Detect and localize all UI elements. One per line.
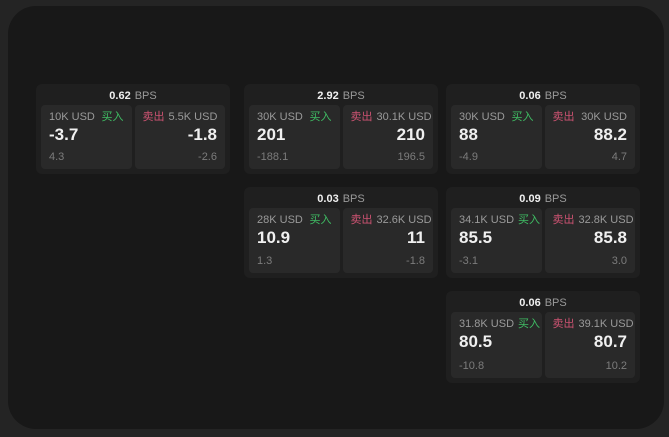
buy-tile[interactable]: 28K USD 买入 10.9 1.3 [249, 208, 340, 273]
sell-amount: 5.5K USD [168, 111, 218, 123]
sell-price: 11 [407, 228, 425, 247]
sell-amount: 30.1K USD [376, 111, 432, 123]
bps-value: 0.62 [109, 90, 131, 102]
bps-unit-label: BPS [544, 297, 567, 309]
sell-side-label: 卖出 [552, 318, 575, 330]
sell-price: 210 [396, 125, 425, 144]
buy-delta: 4.3 [49, 151, 65, 163]
bps-header: 0.06 BPS [451, 88, 635, 105]
buy-delta: 1.3 [257, 255, 273, 267]
bps-value: 0.06 [519, 297, 541, 309]
buy-amount: 30K USD [257, 111, 303, 123]
sell-tile[interactable]: 卖出 32.8K USD 85.8 3.0 [544, 208, 635, 273]
bps-header: 2.92 BPS [249, 88, 433, 105]
quote-card: 0.06 BPS 31.8K USD 买入 80.5 -10.8 卖出 39.1… [446, 291, 640, 383]
quote-card: 0.62 BPS 10K USD 买入 -3.7 4.3 卖出 5.5K USD… [36, 84, 230, 174]
sell-delta: 196.5 [397, 151, 425, 163]
sell-side-label: 卖出 [552, 111, 575, 123]
buy-side-label: 买入 [309, 111, 332, 123]
buy-amount: 28K USD [257, 214, 303, 226]
buy-price: 85.5 [459, 228, 493, 247]
buy-amount: 31.8K USD [459, 318, 515, 330]
sell-amount: 39.1K USD [578, 318, 634, 330]
quote-card: 0.03 BPS 28K USD 买入 10.9 1.3 卖出 32.6K US… [244, 187, 438, 278]
buy-side-label: 买入 [309, 214, 332, 226]
sell-delta: -1.8 [406, 255, 425, 267]
buy-delta: -188.1 [257, 151, 289, 163]
bps-unit-label: BPS [342, 90, 365, 102]
sell-price: 85.8 [593, 228, 627, 247]
buy-tile[interactable]: 10K USD 买入 -3.7 4.3 [41, 105, 132, 169]
quote-card: 0.09 BPS 34.1K USD 买入 85.5 -3.1 卖出 32.8K… [446, 187, 640, 278]
buy-side-label: 买入 [511, 111, 534, 123]
sell-side-label: 卖出 [350, 111, 373, 123]
sell-amount: 30K USD [581, 111, 627, 123]
sell-side-label: 卖出 [350, 214, 373, 226]
quote-card: 2.92 BPS 30K USD 买入 201 -188.1 卖出 30.1K … [244, 84, 438, 174]
buy-amount: 30K USD [459, 111, 505, 123]
buy-tile[interactable]: 31.8K USD 买入 80.5 -10.8 [451, 312, 542, 378]
sell-side-label: 卖出 [552, 214, 575, 226]
sell-delta: 3.0 [611, 255, 627, 267]
quote-card: 0.06 BPS 30K USD 买入 88 -4.9 卖出 30K USD 8… [446, 84, 640, 174]
buy-amount: 34.1K USD [459, 214, 515, 226]
buy-tile[interactable]: 30K USD 买入 88 -4.9 [451, 105, 542, 169]
buy-side-label: 买入 [518, 214, 541, 226]
bps-value: 0.06 [519, 90, 541, 102]
sell-price: 80.7 [593, 332, 627, 351]
sell-side-label: 卖出 [142, 111, 165, 123]
bps-value: 2.92 [317, 90, 339, 102]
buy-price: 10.9 [257, 228, 291, 247]
bps-value: 0.09 [519, 193, 541, 205]
buy-amount: 10K USD [49, 111, 95, 123]
sell-price: -1.8 [187, 125, 217, 144]
sell-amount: 32.8K USD [578, 214, 634, 226]
buy-price: 80.5 [459, 332, 493, 351]
buy-price: -3.7 [49, 125, 79, 144]
sell-tile[interactable]: 卖出 30K USD 88.2 4.7 [544, 105, 635, 169]
sell-tile[interactable]: 卖出 5.5K USD -1.8 -2.6 [134, 105, 225, 169]
buy-delta: -3.1 [459, 255, 478, 267]
bps-header: 0.09 BPS [451, 191, 635, 208]
buy-delta: -4.9 [459, 151, 478, 163]
buy-price: 88 [459, 125, 478, 144]
bps-unit-label: BPS [134, 90, 157, 102]
buy-tile[interactable]: 30K USD 买入 201 -188.1 [249, 105, 340, 169]
bps-header: 0.03 BPS [249, 191, 433, 208]
sell-amount: 32.6K USD [376, 214, 432, 226]
sell-delta: 4.7 [611, 151, 627, 163]
bps-unit-label: BPS [544, 193, 567, 205]
bps-unit-label: BPS [342, 193, 365, 205]
bps-unit-label: BPS [544, 90, 567, 102]
sell-tile[interactable]: 卖出 32.6K USD 11 -1.8 [342, 208, 433, 273]
buy-delta: -10.8 [459, 360, 485, 372]
bps-header: 0.06 BPS [451, 295, 635, 312]
sell-delta: 10.2 [605, 360, 627, 372]
buy-tile[interactable]: 34.1K USD 买入 85.5 -3.1 [451, 208, 542, 273]
bps-value: 0.03 [317, 193, 339, 205]
bps-header: 0.62 BPS [41, 88, 225, 105]
buy-side-label: 买入 [101, 111, 124, 123]
sell-tile[interactable]: 卖出 30.1K USD 210 196.5 [342, 105, 433, 169]
buy-price: 201 [257, 125, 286, 144]
buy-side-label: 买入 [518, 318, 541, 330]
sell-price: 88.2 [593, 125, 627, 144]
sell-delta: -2.6 [198, 151, 217, 163]
sell-tile[interactable]: 卖出 39.1K USD 80.7 10.2 [544, 312, 635, 378]
